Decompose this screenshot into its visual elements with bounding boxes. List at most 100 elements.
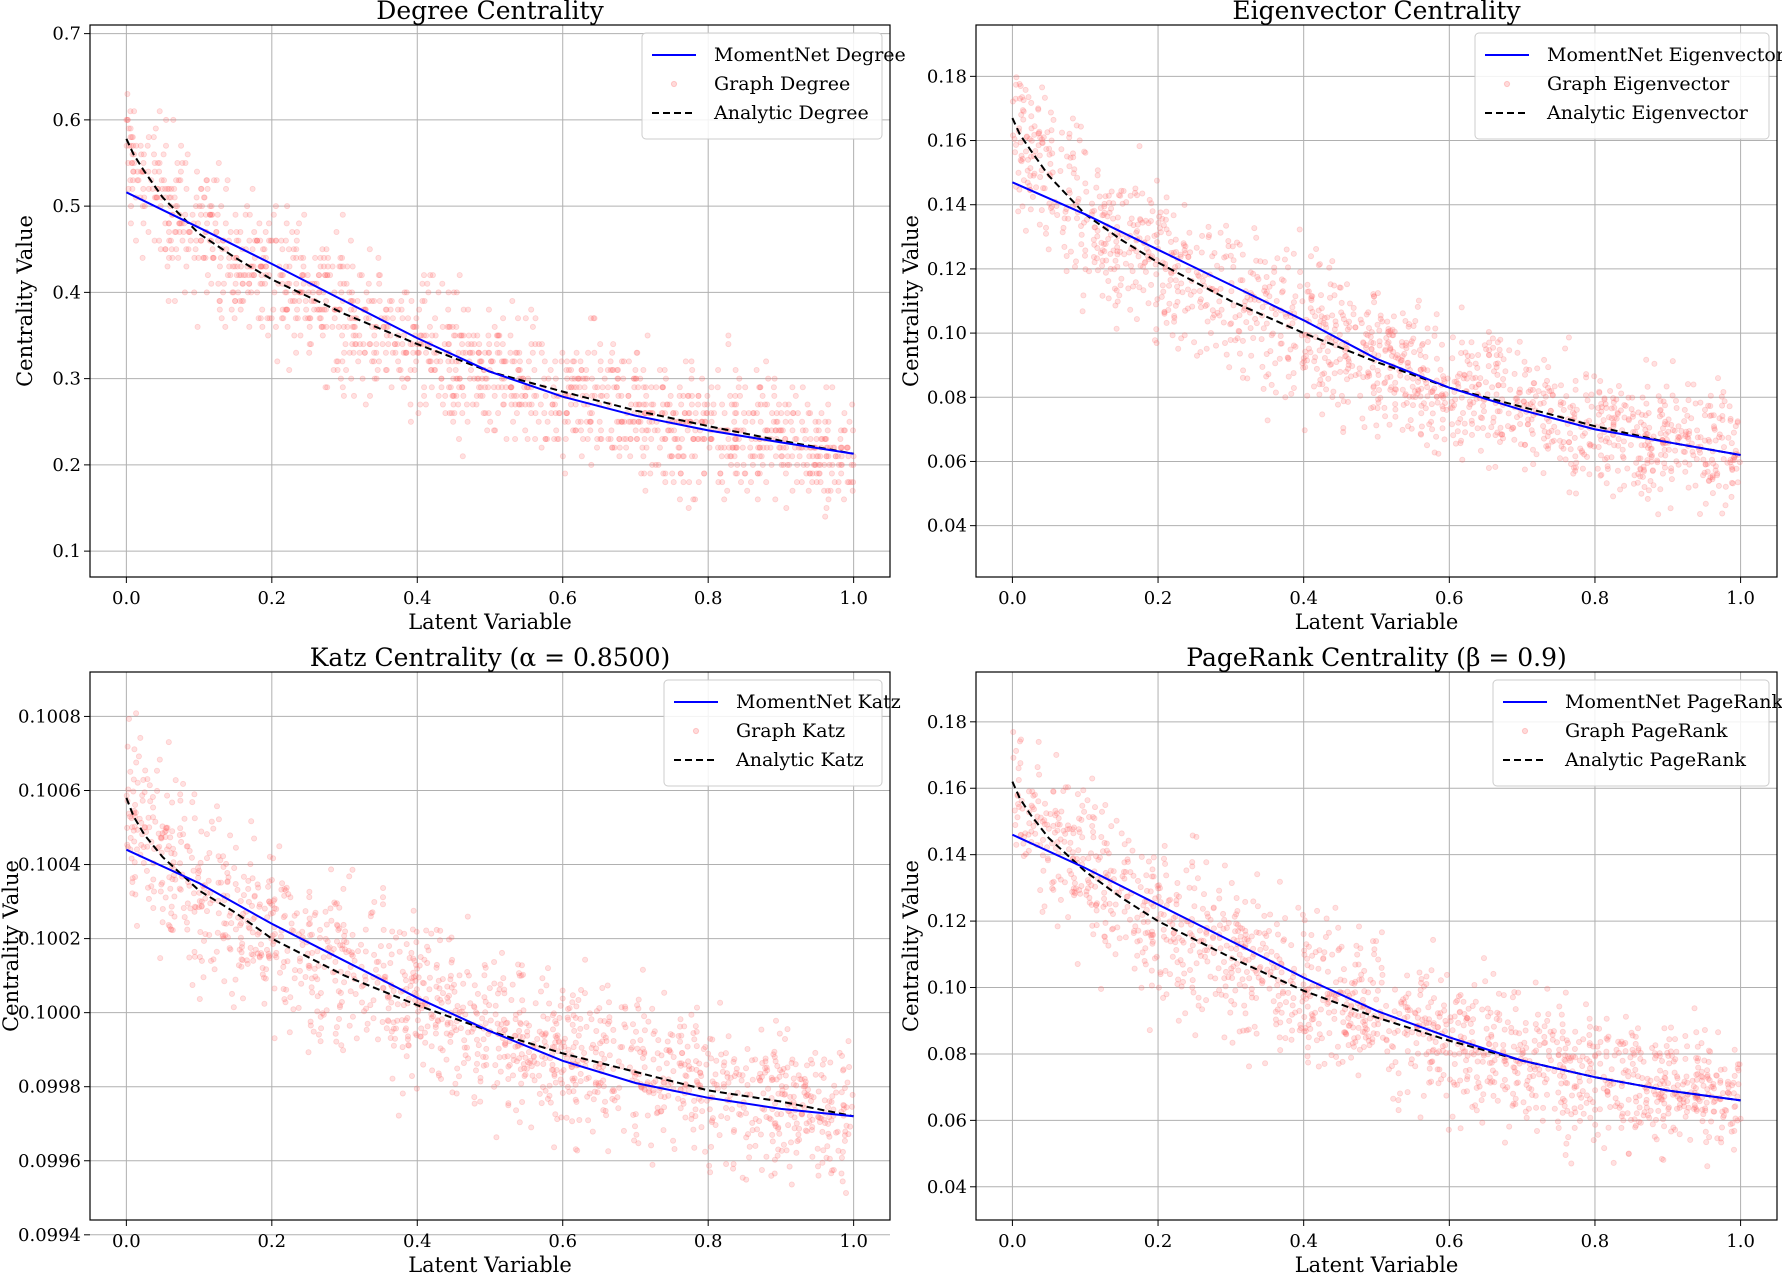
graph-point [312,909,319,916]
graph-point [1223,253,1230,260]
graph-point [693,1066,700,1073]
graph-point [428,930,435,937]
graph-point [1142,268,1149,275]
graph-point [522,1054,529,1061]
graph-point [577,1025,584,1032]
graph-point [1605,1033,1612,1040]
graph-point [1644,383,1651,390]
graph-point [615,418,622,425]
graph-point [1544,433,1551,440]
graph-point [1469,375,1476,382]
graph-point [668,427,675,434]
graph-point [745,410,752,417]
graph-point [1035,105,1042,112]
graph-point [1073,122,1080,129]
graph-point [265,332,272,339]
graph-point [795,1131,802,1138]
graph-point [1152,261,1159,268]
graph-point [1429,389,1436,396]
graph-point [536,1090,543,1097]
graph-point [1493,364,1500,371]
graph-point [568,401,575,408]
graph-point [129,824,136,831]
graph-point [1468,339,1475,346]
graph-point [606,999,613,1006]
graph-point [1205,234,1212,241]
graph-point [1099,292,1106,299]
graph-point [421,384,428,391]
graph-point [695,401,702,408]
graph-point [1327,281,1334,288]
graph-point [1370,404,1377,411]
graph-point [1612,1095,1619,1102]
graph-point [605,435,612,442]
graph-point [1292,293,1299,300]
graph-point [127,125,134,132]
graph-point [1370,390,1377,397]
graph-point [622,1024,629,1031]
graph-point [131,159,138,166]
graph-point [481,384,488,391]
graph-point [1174,298,1181,305]
graph-point [802,427,809,434]
graph-point [255,315,262,322]
graph-point [1408,425,1415,432]
graph-point [743,1134,750,1141]
graph-point [256,954,263,961]
graph-point [1524,401,1531,408]
graph-point [719,1068,726,1075]
graph-point [1172,236,1179,243]
graph-point [1148,200,1155,207]
graph-point [1168,270,1175,277]
graph-point [1023,134,1030,141]
graph-point [270,211,277,218]
graph-point [822,1120,829,1127]
graph-point [1417,366,1424,373]
graph-point [829,384,836,391]
graph-point [692,410,699,417]
graph-point [587,418,594,425]
graph-point [1449,355,1456,362]
graph-point [1028,137,1035,144]
graph-point [1722,483,1729,490]
graph-point [134,779,141,786]
graph-point [135,753,142,760]
graph-point [621,435,628,442]
graph-point [754,401,761,408]
graph-point [596,1064,603,1071]
graph-point [158,834,165,841]
graph-point [809,453,816,460]
graph-point [1697,399,1704,406]
graph-point [503,1020,510,1027]
graph-point [841,496,848,503]
graph-point [169,828,176,835]
graph-point [308,931,315,938]
graph-point [240,873,247,880]
graph-point [559,995,566,1002]
graph-point [1345,355,1352,362]
graph-point [1366,324,1373,331]
graph-point [127,108,134,115]
graph-point [837,444,844,451]
graph-point [520,1061,527,1068]
graph-point [709,1036,716,1043]
graph-point [452,366,459,373]
graph-point [1640,468,1647,475]
graph-point [1459,456,1466,463]
graph-point [594,384,601,391]
graph-point [1374,433,1381,440]
graph-point [308,984,315,991]
graph-point [536,1072,543,1079]
graph-point [307,315,314,322]
graph-point [1147,888,1154,895]
graph-point [1359,415,1366,422]
graph-point [773,410,780,417]
graph-point [477,1074,484,1081]
graph-point [200,254,207,261]
graph-point [1340,398,1347,405]
graph-point [257,263,264,270]
graph-point [1120,187,1127,194]
graph-point [703,1061,710,1068]
graph-point [808,1098,815,1105]
graph-point [447,384,454,391]
